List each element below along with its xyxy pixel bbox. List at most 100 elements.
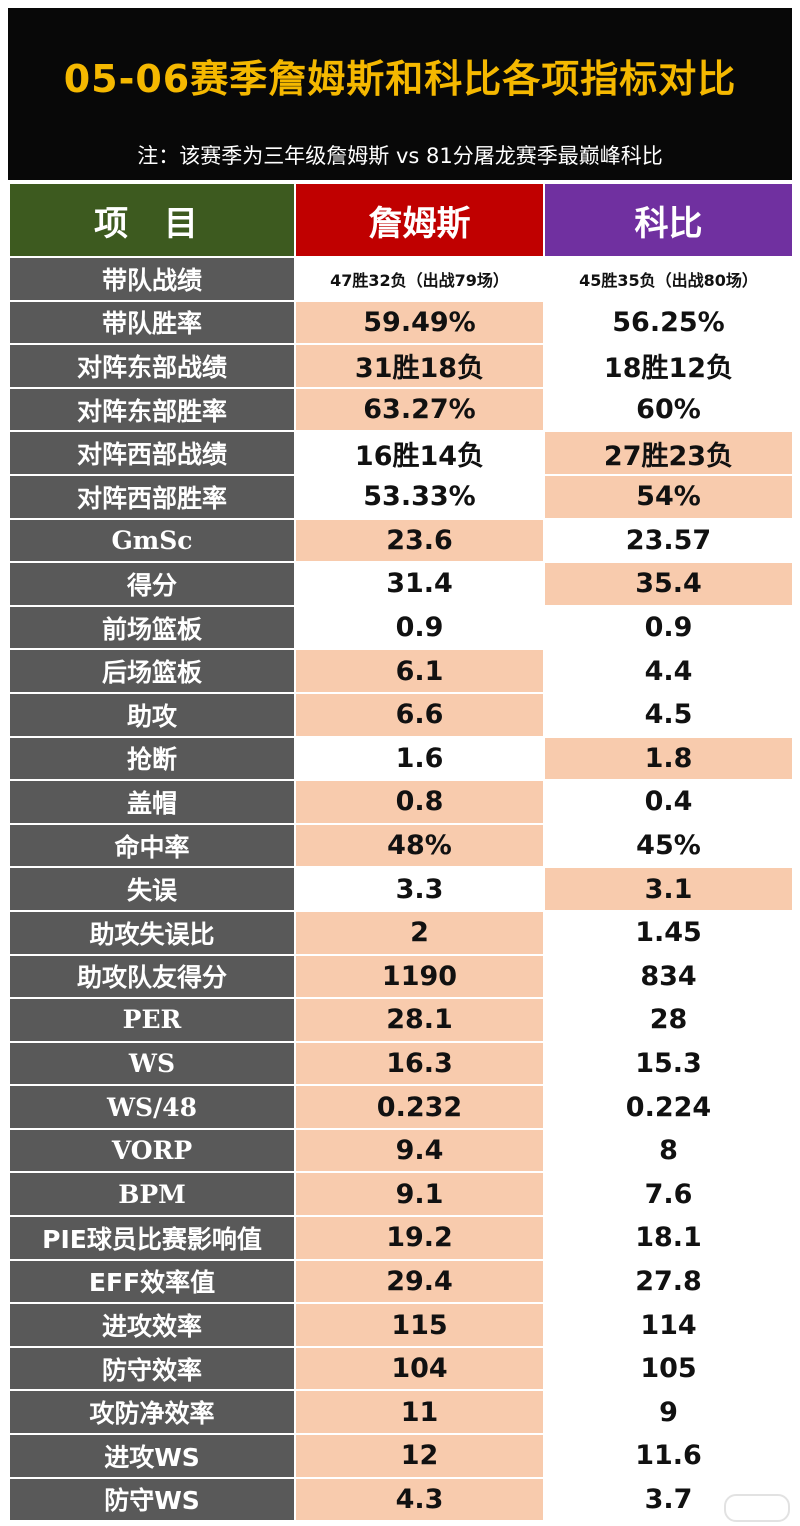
- table-row: 进攻效率 115 114: [8, 1302, 794, 1348]
- row-label: 防守WS: [8, 1476, 296, 1523]
- james-value: 0.9: [294, 604, 545, 651]
- table-row: 助攻失误比 2 1.45: [8, 909, 794, 956]
- james-value: 29.4: [294, 1258, 545, 1305]
- row-label: BPM: [8, 1171, 296, 1218]
- row-label: 带队战绩: [8, 256, 296, 302]
- row-label: PIE球员比赛影响值: [8, 1215, 296, 1261]
- kobe-value: 9: [543, 1389, 794, 1436]
- row-label: 进攻WS: [8, 1433, 296, 1479]
- table-row: 命中率 48% 45%: [8, 822, 794, 869]
- kobe-value: 0.4: [543, 779, 794, 825]
- kobe-value: 35.4: [543, 561, 794, 607]
- kobe-value: 4.4: [543, 648, 794, 694]
- row-label: 进攻效率: [8, 1302, 296, 1348]
- james-value: 59.49%: [294, 299, 545, 346]
- table-row: 抢断 1.6 1.8: [8, 735, 794, 782]
- table-row: 助攻 6.6 4.5: [8, 691, 794, 738]
- table-row: WS 16.3 15.3: [8, 1040, 794, 1087]
- james-value: 1.6: [294, 735, 545, 782]
- james-value: 31胜18负: [294, 343, 545, 389]
- james-value: 9.1: [294, 1171, 545, 1218]
- james-value: 48%: [294, 822, 545, 869]
- table-row: 带队战绩 47胜32负（出战79场） 45胜35负（出战80场）: [8, 256, 794, 302]
- row-label: 得分: [8, 561, 296, 607]
- james-value: 0.232: [294, 1084, 545, 1130]
- table-row: 对阵西部战绩 16胜14负 27胜23负: [8, 430, 794, 476]
- kobe-value: 114: [543, 1302, 794, 1348]
- row-label: 带队胜率: [8, 299, 296, 346]
- stats-comparison-table: 项 目 詹姆斯 科比 带队战绩 47胜32负（出战79场） 45胜35负（出战80场…: [8, 182, 794, 1523]
- row-label: 盖帽: [8, 779, 296, 825]
- james-value: 1190: [294, 953, 545, 1000]
- kobe-value: 27.8: [543, 1258, 794, 1305]
- kobe-value: 18.1: [543, 1215, 794, 1261]
- row-label: VORP: [8, 1127, 296, 1174]
- row-label: EFF效率值: [8, 1258, 296, 1305]
- james-value: 4.3: [294, 1476, 545, 1523]
- kobe-value: 27胜23负: [543, 430, 794, 476]
- table-row: 进攻WS 12 11.6: [8, 1433, 794, 1479]
- kobe-value: 834: [543, 953, 794, 1000]
- table-row: PER 28.1 28: [8, 997, 794, 1043]
- kobe-value: 7.6: [543, 1171, 794, 1218]
- kobe-value: 23.57: [543, 517, 794, 564]
- james-value: 16胜14负: [294, 430, 545, 476]
- kobe-value: 28: [543, 997, 794, 1043]
- row-label: 命中率: [8, 822, 296, 869]
- table-row: 对阵东部战绩 31胜18负 18胜12负: [8, 343, 794, 389]
- james-value: 0.8: [294, 779, 545, 825]
- james-value: 47胜32负（出战79场）: [294, 256, 545, 302]
- kobe-value: 60%: [543, 386, 794, 433]
- table-row: 攻防净效率 11 9: [8, 1389, 794, 1436]
- kobe-value: 56.25%: [543, 299, 794, 346]
- james-value: 3.3: [294, 866, 545, 912]
- kobe-value: 1.45: [543, 909, 794, 956]
- james-value: 19.2: [294, 1215, 545, 1261]
- james-value: 104: [294, 1345, 545, 1392]
- table-row: 得分 31.4 35.4: [8, 561, 794, 607]
- james-value: 16.3: [294, 1040, 545, 1087]
- row-label: PER: [8, 997, 296, 1043]
- james-value: 28.1: [294, 997, 545, 1043]
- table-header-row: 项 目 詹姆斯 科比: [8, 182, 794, 258]
- row-label: 助攻队友得分: [8, 953, 296, 1000]
- kobe-value: 3.7: [543, 1476, 794, 1523]
- kobe-value: 0.224: [543, 1084, 794, 1130]
- table-row: 失误 3.3 3.1: [8, 866, 794, 912]
- table-row: 防守效率 104 105: [8, 1345, 794, 1392]
- james-value: 6.6: [294, 691, 545, 738]
- table-row: 助攻队友得分 1190 834: [8, 953, 794, 1000]
- row-label: 对阵东部战绩: [8, 343, 296, 389]
- james-value: 2: [294, 909, 545, 956]
- kobe-value: 0.9: [543, 604, 794, 651]
- table-row: 对阵东部胜率 63.27% 60%: [8, 386, 794, 433]
- table-row: 对阵西部胜率 53.33% 54%: [8, 473, 794, 520]
- james-value: 53.33%: [294, 473, 545, 520]
- column-header-kobe: 科比: [543, 182, 794, 258]
- row-label: 对阵西部战绩: [8, 430, 296, 476]
- table-row: 盖帽 0.8 0.4: [8, 779, 794, 825]
- kobe-value: 8: [543, 1127, 794, 1174]
- title-banner: 05-06赛季詹姆斯和科比各项指标对比 注：该赛季为三年级詹姆斯 vs 81分屠…: [8, 8, 792, 180]
- kobe-value: 15.3: [543, 1040, 794, 1087]
- row-label: 抢断: [8, 735, 296, 782]
- row-label: WS/48: [8, 1084, 296, 1130]
- row-label: 对阵东部胜率: [8, 386, 296, 433]
- row-label: 助攻失误比: [8, 909, 296, 956]
- row-label: 失误: [8, 866, 296, 912]
- kobe-value: 45胜35负（出战80场）: [543, 256, 794, 302]
- james-value: 23.6: [294, 517, 545, 564]
- row-label: 防守效率: [8, 1345, 296, 1392]
- james-value: 12: [294, 1433, 545, 1479]
- kobe-value: 105: [543, 1345, 794, 1392]
- row-label: 后场篮板: [8, 648, 296, 694]
- table-row: 带队胜率 59.49% 56.25%: [8, 299, 794, 346]
- column-header-item: 项 目: [8, 182, 296, 258]
- row-label: 前场篮板: [8, 604, 296, 651]
- kobe-value: 18胜12负: [543, 343, 794, 389]
- row-label: GmSc: [8, 517, 296, 564]
- table-row: 防守WS 4.3 3.7: [8, 1476, 794, 1523]
- table-row: BPM 9.1 7.6: [8, 1171, 794, 1218]
- kobe-value: 3.1: [543, 866, 794, 912]
- row-label: 攻防净效率: [8, 1389, 296, 1436]
